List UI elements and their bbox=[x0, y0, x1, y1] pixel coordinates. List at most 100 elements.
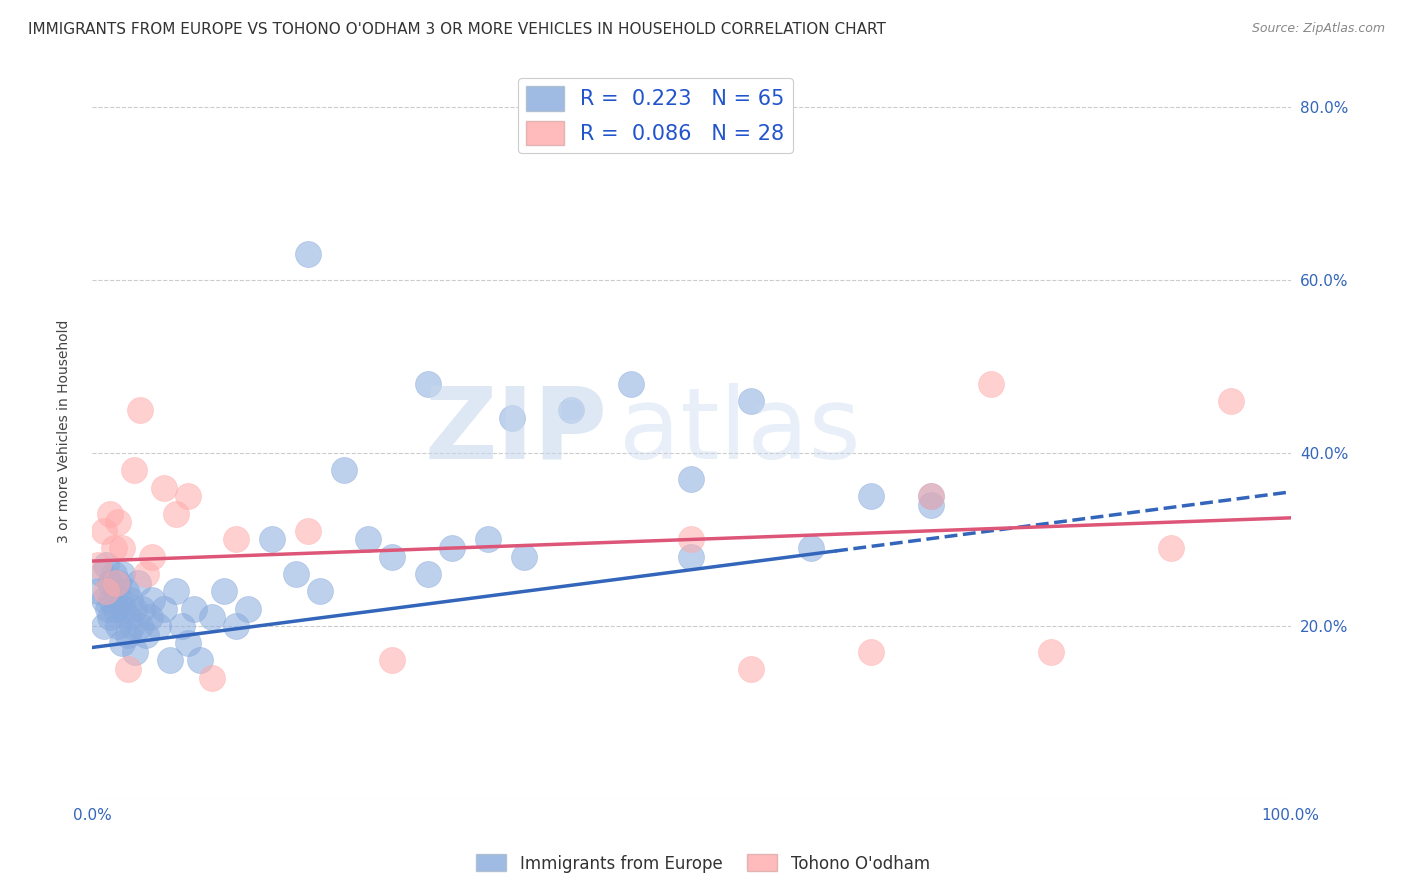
Point bbox=[96, 584, 118, 599]
Point bbox=[122, 463, 145, 477]
Point bbox=[138, 610, 160, 624]
Legend: R =  0.223   N = 65, R =  0.086   N = 28: R = 0.223 N = 65, R = 0.086 N = 28 bbox=[517, 78, 793, 153]
Point bbox=[90, 567, 112, 582]
Point bbox=[93, 593, 115, 607]
Point bbox=[111, 636, 134, 650]
Point bbox=[153, 481, 176, 495]
Point bbox=[98, 610, 121, 624]
Point bbox=[111, 567, 134, 582]
Point bbox=[201, 610, 224, 624]
Point bbox=[860, 489, 883, 503]
Y-axis label: 3 or more Vehicles in Household: 3 or more Vehicles in Household bbox=[58, 319, 72, 543]
Point bbox=[117, 662, 139, 676]
Point bbox=[681, 533, 703, 547]
Point bbox=[1039, 645, 1062, 659]
Point bbox=[920, 498, 942, 512]
Point bbox=[108, 593, 131, 607]
Point bbox=[107, 515, 129, 529]
Point bbox=[188, 653, 211, 667]
Point bbox=[1219, 394, 1241, 409]
Point bbox=[107, 575, 129, 590]
Point bbox=[225, 619, 247, 633]
Point bbox=[129, 402, 152, 417]
Point bbox=[112, 601, 135, 615]
Point bbox=[114, 584, 136, 599]
Point bbox=[93, 524, 115, 538]
Point bbox=[131, 601, 153, 615]
Point bbox=[170, 619, 193, 633]
Point bbox=[416, 567, 439, 582]
Point bbox=[177, 489, 200, 503]
Point bbox=[381, 549, 404, 564]
Point bbox=[501, 411, 523, 425]
Point bbox=[104, 584, 127, 599]
Point bbox=[141, 549, 163, 564]
Point bbox=[111, 541, 134, 555]
Point bbox=[117, 627, 139, 641]
Point bbox=[141, 593, 163, 607]
Point bbox=[260, 533, 283, 547]
Point bbox=[135, 627, 157, 641]
Point bbox=[135, 567, 157, 582]
Point bbox=[129, 619, 152, 633]
Point bbox=[183, 601, 205, 615]
Text: ZIP: ZIP bbox=[425, 383, 607, 480]
Point bbox=[87, 558, 110, 573]
Point bbox=[740, 394, 762, 409]
Point bbox=[1160, 541, 1182, 555]
Point bbox=[120, 593, 142, 607]
Point bbox=[93, 619, 115, 633]
Point bbox=[416, 376, 439, 391]
Point bbox=[100, 593, 122, 607]
Point bbox=[96, 558, 118, 573]
Point bbox=[107, 619, 129, 633]
Point bbox=[117, 610, 139, 624]
Point bbox=[87, 584, 110, 599]
Point bbox=[165, 584, 187, 599]
Text: Source: ZipAtlas.com: Source: ZipAtlas.com bbox=[1251, 22, 1385, 36]
Point bbox=[381, 653, 404, 667]
Point bbox=[98, 507, 121, 521]
Point bbox=[146, 619, 169, 633]
Point bbox=[127, 575, 149, 590]
Point bbox=[560, 402, 582, 417]
Point bbox=[121, 619, 143, 633]
Point bbox=[225, 533, 247, 547]
Point bbox=[620, 376, 643, 391]
Point bbox=[980, 376, 1002, 391]
Point bbox=[477, 533, 499, 547]
Point bbox=[297, 524, 319, 538]
Point bbox=[297, 247, 319, 261]
Point bbox=[512, 549, 534, 564]
Point bbox=[800, 541, 823, 555]
Point bbox=[103, 567, 125, 582]
Point bbox=[332, 463, 354, 477]
Text: IMMIGRANTS FROM EUROPE VS TOHONO O'ODHAM 3 OR MORE VEHICLES IN HOUSEHOLD CORRELA: IMMIGRANTS FROM EUROPE VS TOHONO O'ODHAM… bbox=[28, 22, 886, 37]
Point bbox=[122, 601, 145, 615]
Point bbox=[153, 601, 176, 615]
Text: atlas: atlas bbox=[620, 383, 860, 480]
Point bbox=[103, 541, 125, 555]
Point bbox=[740, 662, 762, 676]
Point bbox=[124, 645, 146, 659]
Point bbox=[104, 575, 127, 590]
Point bbox=[98, 575, 121, 590]
Point bbox=[177, 636, 200, 650]
Point bbox=[236, 601, 259, 615]
Point bbox=[681, 549, 703, 564]
Point bbox=[165, 507, 187, 521]
Legend: Immigrants from Europe, Tohono O'odham: Immigrants from Europe, Tohono O'odham bbox=[470, 847, 936, 880]
Point bbox=[860, 645, 883, 659]
Point bbox=[104, 601, 127, 615]
Point bbox=[284, 567, 307, 582]
Point bbox=[308, 584, 330, 599]
Point bbox=[201, 671, 224, 685]
Point bbox=[920, 489, 942, 503]
Point bbox=[97, 601, 120, 615]
Point bbox=[357, 533, 380, 547]
Point bbox=[159, 653, 181, 667]
Point bbox=[920, 489, 942, 503]
Point bbox=[681, 472, 703, 486]
Point bbox=[212, 584, 235, 599]
Point bbox=[440, 541, 463, 555]
